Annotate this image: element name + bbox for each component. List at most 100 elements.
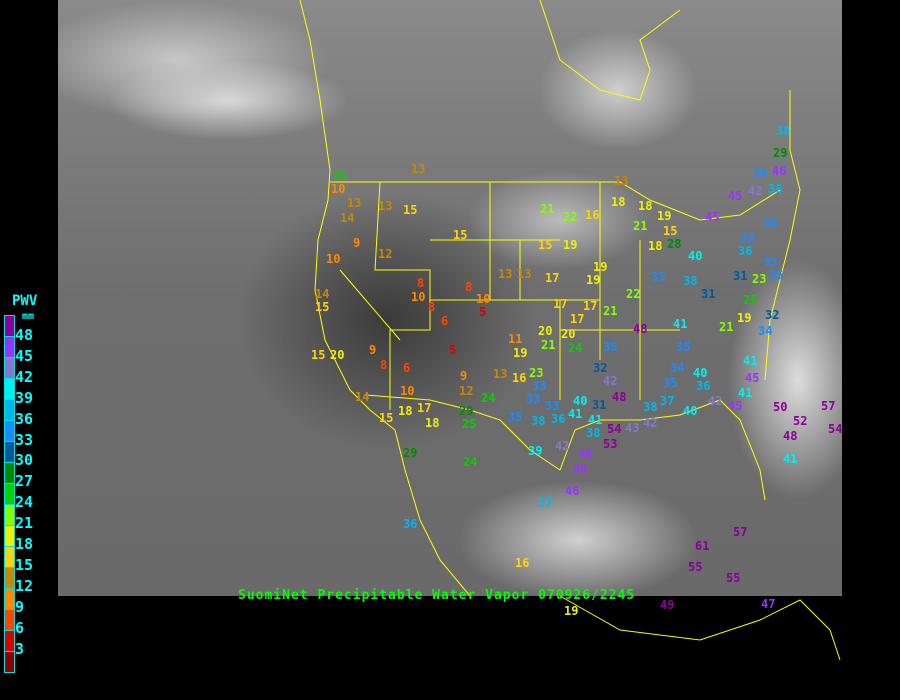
station-pwv-value: 16 bbox=[585, 208, 599, 222]
station-pwv-value: 15 bbox=[379, 411, 393, 425]
station-pwv-value: 45 bbox=[728, 399, 742, 413]
station-pwv-value: 17 bbox=[545, 271, 559, 285]
station-pwv-value: 17 bbox=[417, 401, 431, 415]
legend-tick-label: 21 bbox=[15, 514, 34, 533]
station-pwv-value: 24 bbox=[333, 169, 347, 183]
station-pwv-value: 35 bbox=[508, 410, 522, 424]
station-pwv-value: 22 bbox=[626, 287, 640, 301]
station-pwv-value: 29 bbox=[773, 146, 787, 160]
station-pwv-value: 36 bbox=[551, 412, 565, 426]
legend-swatch bbox=[5, 589, 14, 610]
station-pwv-value: 48 bbox=[633, 322, 647, 336]
station-pwv-value: 31 bbox=[592, 398, 606, 412]
political-boundaries bbox=[299, 0, 841, 661]
station-pwv-value: 36 bbox=[738, 244, 752, 258]
station-pwv-value: 61 bbox=[695, 539, 709, 553]
station-pwv-value: 11 bbox=[508, 332, 522, 346]
station-pwv-value: 46 bbox=[578, 447, 592, 461]
legend-swatch bbox=[5, 547, 14, 568]
legend-title: PWV bbox=[12, 293, 38, 309]
station-pwv-value: 18 bbox=[638, 199, 652, 213]
station-pwv-value: 43 bbox=[625, 421, 639, 435]
station-pwv-value: 12 bbox=[378, 247, 392, 261]
legend-unit: mm bbox=[22, 311, 35, 322]
legend-swatch bbox=[5, 358, 14, 379]
station-pwv-value: 52 bbox=[793, 414, 807, 428]
station-pwv-value: 19 bbox=[513, 346, 527, 360]
station-pwv-value: 15 bbox=[403, 203, 417, 217]
station-pwv-value: 37 bbox=[660, 394, 674, 408]
legend-swatch bbox=[5, 463, 14, 484]
station-pwv-value: 47 bbox=[761, 597, 775, 611]
station-pwv-value: 17 bbox=[553, 297, 567, 311]
station-pwv-value: 21 bbox=[603, 304, 617, 318]
station-pwv-value: 10 bbox=[326, 252, 340, 266]
station-pwv-value: 38 bbox=[776, 124, 790, 138]
legend-swatch bbox=[5, 484, 14, 505]
station-pwv-value: 48 bbox=[612, 390, 626, 404]
west-coastline bbox=[299, 0, 471, 597]
station-pwv-value: 34 bbox=[670, 361, 684, 375]
station-pwv-value: 25 bbox=[462, 417, 476, 431]
station-pwv-value: 10 bbox=[476, 292, 490, 306]
legend-tick-label: 15 bbox=[15, 555, 34, 574]
station-pwv-value: 31 bbox=[701, 287, 715, 301]
legend-swatch bbox=[5, 421, 14, 442]
legend-swatch bbox=[5, 379, 14, 400]
station-pwv-value: 19 bbox=[563, 238, 577, 252]
station-pwv-value: 46 bbox=[573, 462, 587, 476]
station-pwv-value: 21 bbox=[541, 338, 555, 352]
station-pwv-value: 38 bbox=[586, 426, 600, 440]
legend-tick-label: 45 bbox=[15, 346, 34, 365]
station-pwv-value: 36 bbox=[696, 379, 710, 393]
station-pwv-value: 45 bbox=[745, 371, 759, 385]
station-pwv-value: 13 bbox=[347, 196, 361, 210]
station-pwv-value: 13 bbox=[517, 267, 531, 281]
station-pwv-value: 15 bbox=[538, 238, 552, 252]
station-pwv-value: 13 bbox=[498, 267, 512, 281]
station-pwv-value: 38 bbox=[643, 400, 657, 414]
map-caption: SuomiNet Precipitable Water Vapor 070926… bbox=[238, 588, 636, 603]
east-coast bbox=[764, 90, 801, 381]
legend-swatch bbox=[5, 505, 14, 526]
station-pwv-value: 21 bbox=[540, 202, 554, 216]
station-pwv-value: 24 bbox=[568, 341, 582, 355]
station-pwv-value: 37 bbox=[538, 496, 552, 510]
station-pwv-value: 31 bbox=[733, 269, 747, 283]
station-pwv-value: 41 bbox=[738, 386, 752, 400]
station-pwv-value: 17 bbox=[570, 312, 584, 326]
station-pwv-value: 34 bbox=[753, 166, 767, 180]
station-pwv-value: 19 bbox=[564, 604, 578, 618]
station-pwv-value: 35 bbox=[676, 340, 690, 354]
satellite-image bbox=[58, 0, 842, 596]
station-pwv-value: 6 bbox=[403, 361, 410, 375]
station-pwv-value: 54 bbox=[828, 422, 842, 436]
station-pwv-value: 33 bbox=[651, 270, 665, 284]
mexico-border bbox=[364, 394, 561, 471]
station-pwv-value: 13 bbox=[411, 162, 425, 176]
legend-tick-label: 36 bbox=[15, 409, 34, 428]
station-pwv-value: 21 bbox=[719, 320, 733, 334]
canada-us-border bbox=[330, 181, 781, 221]
station-pwv-value: 13 bbox=[614, 174, 628, 188]
station-pwv-value: 17 bbox=[583, 299, 597, 313]
legend-swatch bbox=[5, 316, 14, 337]
station-pwv-value: 38 bbox=[768, 182, 782, 196]
gulf-coast bbox=[559, 399, 766, 501]
station-pwv-value: 22 bbox=[563, 210, 577, 224]
station-pwv-value: 9 bbox=[353, 236, 360, 250]
legend-color-bar bbox=[4, 315, 15, 673]
legend-swatch bbox=[5, 400, 14, 421]
legend-swatch bbox=[5, 610, 14, 631]
legend-tick-label: 12 bbox=[15, 576, 34, 595]
station-pwv-value: 54 bbox=[607, 422, 621, 436]
station-pwv-value: 41 bbox=[783, 452, 797, 466]
station-pwv-value: 57 bbox=[733, 525, 747, 539]
station-pwv-value: 41 bbox=[743, 354, 757, 368]
legend-tick-label: 24 bbox=[15, 493, 34, 512]
station-pwv-value: 39 bbox=[528, 444, 542, 458]
station-pwv-value: 10 bbox=[411, 290, 425, 304]
station-pwv-value: 8 bbox=[465, 280, 472, 294]
station-pwv-value: 16 bbox=[512, 371, 526, 385]
legend-swatch bbox=[5, 337, 14, 358]
